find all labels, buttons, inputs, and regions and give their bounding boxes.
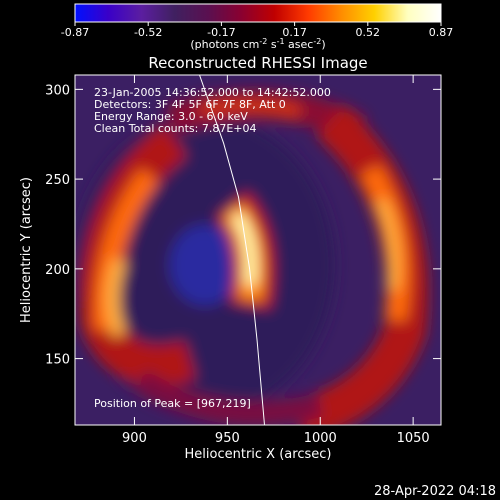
x-axis-label: Heliocentric X (arcsec) <box>185 447 332 462</box>
y-tick-label: 300 <box>45 83 70 98</box>
colorbar-tick-label: 0.52 <box>356 26 381 39</box>
annotation-clean: Clean Total counts: 7.87E+04 <box>94 122 257 135</box>
y-tick-label: 150 <box>45 353 70 368</box>
colorbar-tick-label: 0.87 <box>429 26 454 39</box>
footer-timestamp: 28-Apr-2022 04:18 <box>374 484 496 499</box>
peak-position-label: Position of Peak = [967,219] <box>94 397 251 410</box>
x-tick-label: 1000 <box>304 431 337 446</box>
colorbar-tick-label: -0.87 <box>61 26 89 39</box>
x-tick-label: 950 <box>215 431 240 446</box>
annotation-energy: Energy Range: 3.0 - 6.0 keV <box>94 110 248 123</box>
colorbar-ticks: -0.87 -0.52 -0.17 0.17 0.52 0.87 <box>61 22 453 39</box>
colorbar-tick-label: -0.52 <box>134 26 162 39</box>
annotation-time: 23-Jan-2005 14:36:52.000 to 14:42:52.000 <box>94 86 331 99</box>
annotation-block: 23-Jan-2005 14:36:52.000 to 14:42:52.000… <box>94 86 331 135</box>
annotation-detectors: Detectors: 3F 4F 5F 6F 7F 8F, Att 0 <box>94 98 286 111</box>
x-tick-label: 900 <box>122 431 147 446</box>
y-axis-label: Heliocentric Y (arcsec) <box>19 177 34 323</box>
y-tick-label: 250 <box>45 173 70 188</box>
plot-frame <box>74 74 442 426</box>
axes: 900 950 1000 1050 150 200 250 300 <box>45 75 441 446</box>
colorbar-tick-label: 0.17 <box>282 26 307 39</box>
x-tick-label: 1050 <box>397 431 430 446</box>
chart-title: Reconstructed RHESSI Image <box>148 54 367 72</box>
colorbar-units: (photons cm-2 s-1 asec-2) <box>190 37 325 51</box>
colorbar-tick-label: -0.17 <box>207 26 235 39</box>
y-tick-label: 200 <box>45 263 70 278</box>
solar-limb-line <box>199 75 265 425</box>
heatmap-image <box>75 75 441 425</box>
colorbar <box>74 3 442 23</box>
